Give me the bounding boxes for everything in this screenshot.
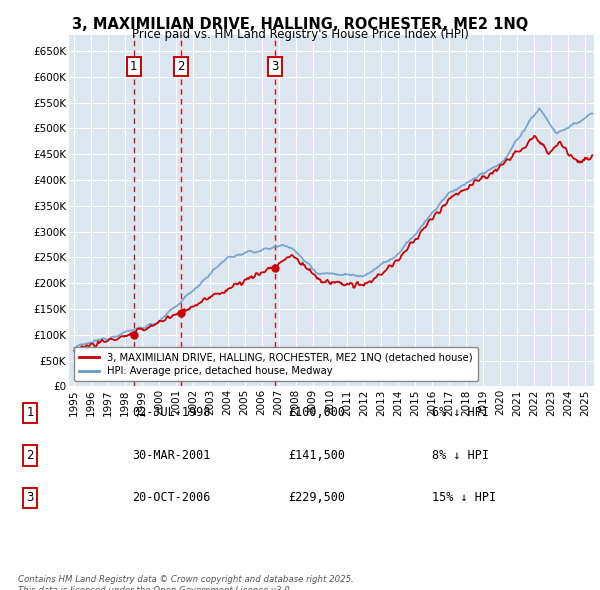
Text: 02-JUL-1998: 02-JUL-1998 <box>132 407 211 419</box>
Text: 6% ↓ HPI: 6% ↓ HPI <box>432 407 489 419</box>
Text: 1: 1 <box>130 60 137 73</box>
Text: Price paid vs. HM Land Registry's House Price Index (HPI): Price paid vs. HM Land Registry's House … <box>131 28 469 41</box>
Text: Contains HM Land Registry data © Crown copyright and database right 2025.
This d: Contains HM Land Registry data © Crown c… <box>18 575 354 590</box>
Text: 30-MAR-2001: 30-MAR-2001 <box>132 449 211 462</box>
Text: 1: 1 <box>26 407 34 419</box>
Text: 3, MAXIMILIAN DRIVE, HALLING, ROCHESTER, ME2 1NQ: 3, MAXIMILIAN DRIVE, HALLING, ROCHESTER,… <box>72 17 528 31</box>
Text: 2: 2 <box>177 60 184 73</box>
Text: 3: 3 <box>272 60 279 73</box>
Text: £141,500: £141,500 <box>288 449 345 462</box>
Text: £229,500: £229,500 <box>288 491 345 504</box>
Text: 2: 2 <box>26 449 34 462</box>
Legend: 3, MAXIMILIAN DRIVE, HALLING, ROCHESTER, ME2 1NQ (detached house), HPI: Average : 3, MAXIMILIAN DRIVE, HALLING, ROCHESTER,… <box>74 348 478 382</box>
Text: 8% ↓ HPI: 8% ↓ HPI <box>432 449 489 462</box>
Text: 15% ↓ HPI: 15% ↓ HPI <box>432 491 496 504</box>
Text: £100,000: £100,000 <box>288 407 345 419</box>
Text: 3: 3 <box>26 491 34 504</box>
Text: 20-OCT-2006: 20-OCT-2006 <box>132 491 211 504</box>
